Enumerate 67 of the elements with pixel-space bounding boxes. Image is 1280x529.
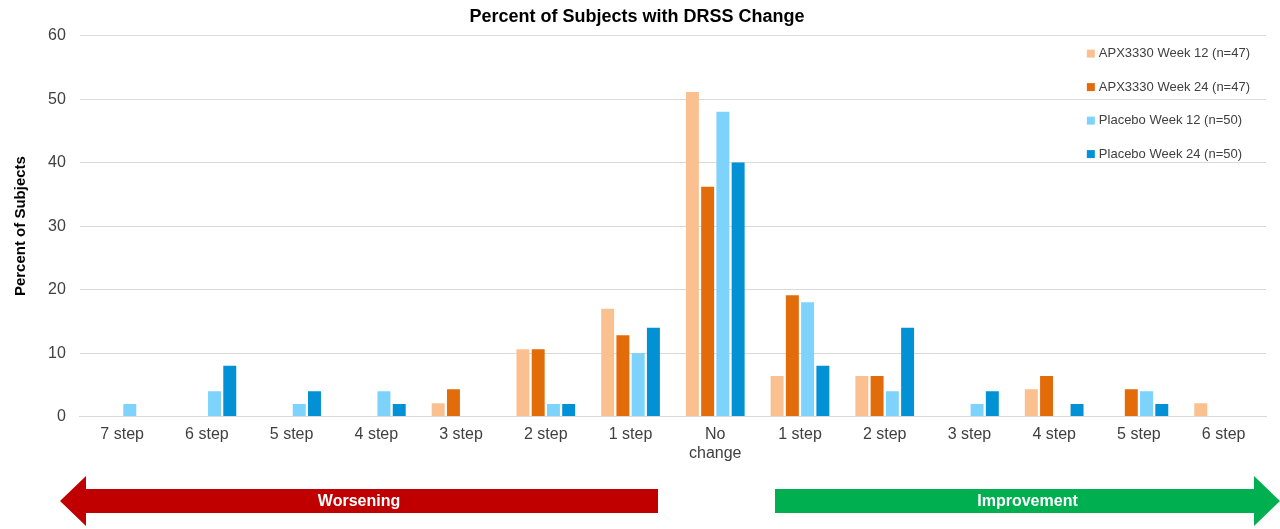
bar (446, 389, 460, 417)
bar (1155, 403, 1169, 417)
legend-label: Placebo Week 24 (n=50) (1098, 145, 1243, 161)
bar (1070, 403, 1084, 417)
bar (770, 375, 784, 417)
bar (516, 349, 530, 417)
y-tick-label: 10 (48, 343, 66, 361)
bar (1040, 375, 1054, 417)
x-tick-label: 3 step (439, 424, 483, 442)
legend-label: APX3330 Week 24 (n=47) (1098, 78, 1251, 94)
bar (562, 403, 576, 417)
y-axis-title: Percent of Subjects (11, 156, 29, 297)
bar (308, 391, 321, 417)
x-tick-label: 4 step (1032, 424, 1077, 442)
bar (546, 403, 560, 417)
bar (885, 391, 899, 417)
x-tick-label: 4 step (354, 424, 399, 442)
bar (631, 353, 645, 417)
bar (1194, 403, 1208, 417)
bar (1124, 389, 1138, 417)
bar (123, 403, 137, 417)
bar (701, 186, 715, 417)
bar (870, 375, 884, 417)
bar (616, 335, 630, 417)
x-tick-label: 2 step (524, 424, 568, 442)
bar (431, 403, 445, 417)
bar (901, 327, 915, 417)
bar (731, 162, 745, 417)
y-tick-label: 30 (48, 216, 66, 234)
chart-title: Percent of Subjects with DRSS Change (469, 5, 805, 26)
bar (208, 391, 221, 417)
x-tick-label: No change (689, 424, 742, 461)
bar (855, 375, 869, 417)
bar (970, 403, 984, 417)
bar (1140, 391, 1154, 417)
y-tick-label: 40 (48, 153, 66, 171)
x-tick-label: 5 step (1117, 424, 1161, 442)
y-tick-label: 50 (48, 89, 66, 107)
x-tick-label: 3 step (947, 424, 992, 442)
bar (801, 302, 815, 417)
bar (377, 391, 391, 417)
text: Improvement (977, 492, 1078, 510)
bar (985, 391, 999, 417)
bar (531, 349, 545, 417)
bar (601, 308, 615, 417)
x-tick-label: 1 step (778, 424, 822, 442)
text: Worsening (317, 492, 401, 510)
bar (816, 365, 830, 417)
bar (716, 111, 730, 417)
y-tick-label: 20 (48, 280, 66, 298)
x-tick-label: 5 step (269, 424, 314, 442)
x-tick-label: 7 step (100, 424, 145, 442)
bar (292, 403, 306, 417)
x-tick-label: 6 step (185, 424, 229, 442)
y-tick-label: 60 (48, 26, 66, 44)
y-tick-label: 0 (56, 407, 66, 425)
legend-label: APX3330 Week 12 (n=47) (1098, 45, 1251, 61)
bar (1024, 389, 1038, 417)
bar (223, 365, 237, 417)
bar (392, 403, 406, 417)
legend-label: Placebo Week 12 (n=50) (1098, 112, 1243, 128)
x-tick-label: 1 step (608, 424, 653, 442)
x-tick-label: 2 step (862, 424, 907, 442)
bar (685, 92, 699, 417)
bar (785, 295, 799, 417)
bar (646, 327, 660, 417)
x-tick-label: 6 step (1201, 424, 1246, 442)
